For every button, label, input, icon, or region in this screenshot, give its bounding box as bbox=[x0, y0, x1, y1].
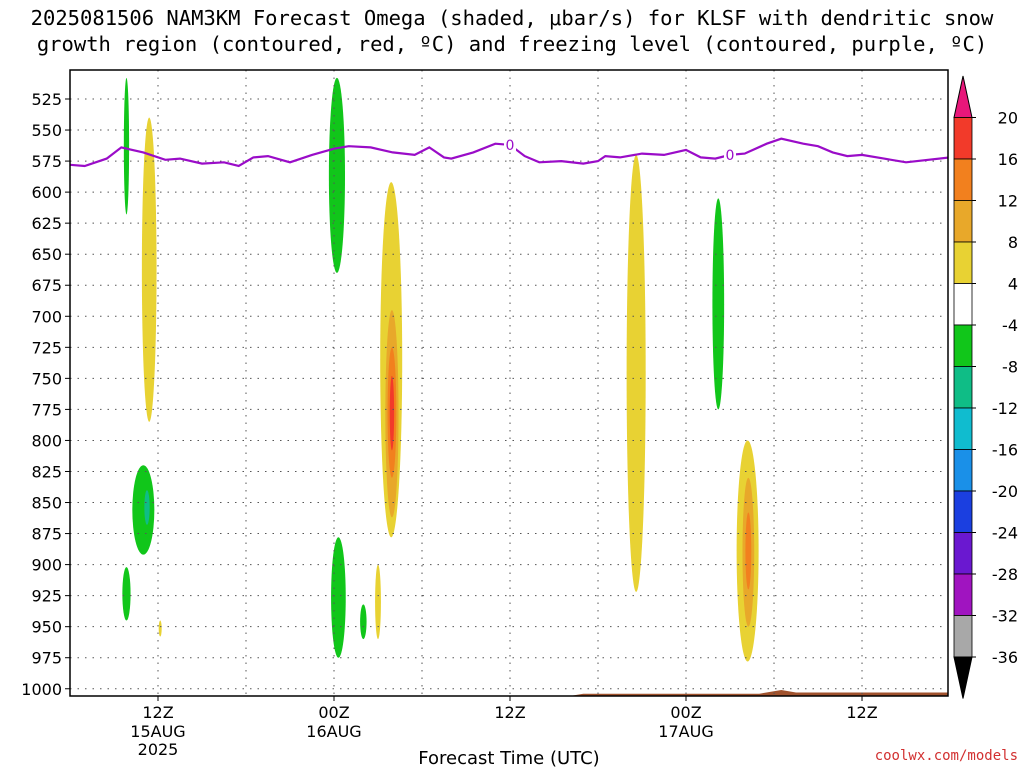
x-tick-label-12: 12Z bbox=[142, 703, 173, 722]
omega-feature-4 bbox=[122, 567, 131, 621]
colorbar-bin-10 bbox=[953, 490, 973, 533]
colorbar-bin-9 bbox=[953, 449, 973, 492]
omega-feature-18 bbox=[745, 512, 752, 590]
omega-feature-2 bbox=[132, 465, 155, 555]
omega-shading-layer bbox=[122, 77, 759, 662]
y-tick-label-825: 825 bbox=[31, 462, 62, 481]
colorbar-label-12: -32 bbox=[992, 607, 1018, 626]
colorbar-bin-12 bbox=[953, 573, 973, 616]
omega-feature-3 bbox=[144, 490, 150, 525]
y-tick-label-525: 525 bbox=[31, 90, 62, 109]
omega-feature-6 bbox=[328, 77, 346, 273]
x-date-label-24: 16AUG bbox=[306, 722, 361, 741]
x-tick-label-60: 12Z bbox=[846, 703, 877, 722]
omega-feature-12 bbox=[360, 604, 367, 640]
colorbar-arrow-down bbox=[953, 656, 973, 699]
y-tick-label-575: 575 bbox=[31, 152, 62, 171]
x-tick-label-48: 00Z bbox=[670, 703, 701, 722]
x-tick-label-36: 12Z bbox=[494, 703, 525, 722]
y-tick-label-950: 950 bbox=[31, 618, 62, 637]
omega-feature-1 bbox=[141, 117, 157, 422]
y-tick-label-925: 925 bbox=[31, 587, 62, 606]
colorbar-label-7: -12 bbox=[992, 399, 1018, 418]
colorbar-label-2: 12 bbox=[998, 192, 1018, 211]
y-tick-label-875: 875 bbox=[31, 525, 62, 544]
colorbar-bin-8 bbox=[953, 407, 973, 450]
colorbar-label-10: -24 bbox=[992, 524, 1018, 543]
omega-feature-15 bbox=[712, 198, 725, 410]
omega-feature-13 bbox=[375, 564, 381, 640]
colorbar-label-9: -20 bbox=[992, 482, 1018, 501]
y-tick-label-725: 725 bbox=[31, 338, 62, 357]
colorbar-label-5: -4 bbox=[1002, 316, 1018, 335]
freezing-level-label-1: 0 bbox=[726, 148, 735, 164]
omega-feature-5 bbox=[158, 620, 162, 637]
freezing-level-layer: 00 bbox=[70, 136, 948, 168]
colorbar-arrow-up bbox=[953, 75, 973, 118]
terrain-fill bbox=[70, 690, 948, 696]
colorbar-bin-11 bbox=[953, 532, 973, 575]
colorbar-bin-3 bbox=[953, 200, 973, 243]
colorbar-label-1: 16 bbox=[998, 150, 1018, 169]
y-tick-label-850: 850 bbox=[31, 494, 62, 513]
y-tick-label-700: 700 bbox=[31, 307, 62, 326]
omega-feature-0 bbox=[123, 77, 130, 215]
y-tick-label-775: 775 bbox=[31, 400, 62, 419]
colorbar-label-6: -8 bbox=[1002, 358, 1018, 377]
y-tick-label-550: 550 bbox=[31, 121, 62, 140]
freezing-level-label-0: 0 bbox=[506, 138, 515, 154]
y-axis: 525 550 575 600 625 650 675 700 725 750 775 800 825 8… bbox=[21, 90, 70, 699]
y-tick-label-650: 650 bbox=[31, 245, 62, 264]
plot-frame bbox=[69, 69, 949, 697]
y-tick-label-1000: 1000 bbox=[21, 680, 62, 699]
chart-title-line-2: growth region (contoured, red, ºC) and f… bbox=[36, 32, 988, 56]
y-tick-label-750: 750 bbox=[31, 369, 62, 388]
freezing-label-bg-0 bbox=[504, 136, 517, 152]
colorbar-bin-2 bbox=[953, 158, 973, 201]
y-tick-label-975: 975 bbox=[31, 649, 62, 668]
colorbar-label-0: 20 bbox=[998, 109, 1018, 128]
x-year-label-12: 2025 bbox=[138, 740, 179, 759]
colorbar-bin-7 bbox=[953, 366, 973, 409]
credit-text: coolwx.com/models bbox=[875, 748, 1018, 764]
colorbar-label-8: -16 bbox=[992, 441, 1018, 460]
colorbar-label-3: 8 bbox=[1008, 233, 1018, 252]
colorbar-bin-1 bbox=[953, 117, 973, 160]
x-tick-label-24: 00Z bbox=[318, 703, 349, 722]
omega-feature-11 bbox=[389, 375, 395, 451]
colorbar-bin-6 bbox=[953, 324, 973, 367]
y-tick-label-800: 800 bbox=[31, 431, 62, 450]
omega-feature-14 bbox=[626, 154, 646, 592]
y-tick-label-625: 625 bbox=[31, 214, 62, 233]
freezing-label-bg-1 bbox=[724, 146, 737, 162]
x-axis-title: Forecast Time (UTC) bbox=[418, 748, 599, 768]
omega-feature-7 bbox=[331, 537, 346, 658]
colorbar-bin-13 bbox=[953, 615, 973, 658]
y-tick-label-900: 900 bbox=[31, 556, 62, 575]
terrain-layer bbox=[70, 690, 948, 696]
colorbar: 20 16 12 8 4 -4 -8 -12 -16 -20 -24 -28 -32 -36 bbox=[953, 75, 1018, 699]
x-date-label-48: 17AUG bbox=[658, 722, 713, 741]
x-date-label-12: 15AUG bbox=[130, 722, 185, 741]
chart-title-line-1: 2025081506 NAM3KM Forecast Omega (shaded… bbox=[30, 6, 994, 30]
colorbar-label-13: -36 bbox=[992, 648, 1018, 667]
colorbar-label-11: -28 bbox=[992, 565, 1018, 584]
colorbar-bin-5 bbox=[953, 283, 973, 326]
y-tick-label-675: 675 bbox=[31, 276, 62, 295]
colorbar-label-4: 4 bbox=[1008, 275, 1018, 294]
colorbar-bin-4 bbox=[953, 241, 973, 284]
y-tick-label-600: 600 bbox=[31, 183, 62, 202]
